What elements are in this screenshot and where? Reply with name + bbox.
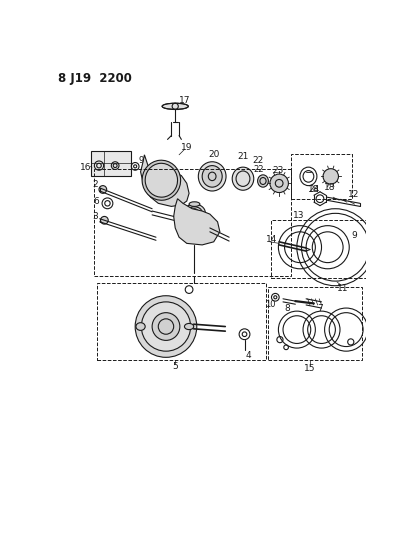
Text: 8: 8 — [284, 304, 290, 313]
Text: 24: 24 — [308, 185, 319, 194]
Text: 13: 13 — [293, 211, 304, 220]
Text: 22: 22 — [253, 165, 264, 174]
Circle shape — [135, 296, 197, 357]
Circle shape — [152, 313, 180, 341]
Bar — [271, 220, 368, 278]
Text: 2: 2 — [92, 180, 98, 189]
Ellipse shape — [142, 160, 181, 200]
Text: 7: 7 — [317, 304, 323, 313]
Ellipse shape — [184, 204, 205, 221]
Ellipse shape — [198, 161, 226, 191]
Text: 6: 6 — [93, 197, 99, 206]
Text: 17: 17 — [179, 95, 190, 104]
Circle shape — [270, 174, 288, 192]
Text: 12: 12 — [348, 190, 359, 199]
Circle shape — [100, 216, 108, 224]
Ellipse shape — [162, 103, 188, 109]
Circle shape — [141, 302, 191, 351]
Ellipse shape — [145, 163, 177, 197]
Text: 10: 10 — [265, 301, 275, 310]
Text: 15: 15 — [304, 364, 316, 373]
Text: 18: 18 — [308, 185, 319, 194]
Bar — [291, 154, 353, 199]
Text: 14: 14 — [266, 235, 277, 244]
Ellipse shape — [232, 167, 254, 190]
Ellipse shape — [189, 202, 200, 206]
Ellipse shape — [136, 322, 145, 330]
Bar — [91, 151, 131, 175]
Text: 5: 5 — [172, 362, 178, 371]
Text: 18: 18 — [324, 183, 335, 192]
Circle shape — [99, 185, 106, 193]
Text: 23: 23 — [273, 166, 284, 175]
Polygon shape — [174, 199, 220, 245]
Text: 19: 19 — [181, 143, 193, 151]
Text: 11: 11 — [337, 284, 349, 293]
Ellipse shape — [184, 324, 194, 329]
Text: 9: 9 — [139, 156, 144, 165]
Ellipse shape — [202, 166, 222, 187]
Polygon shape — [141, 155, 189, 206]
Text: 3: 3 — [92, 212, 98, 221]
Text: 16: 16 — [80, 164, 92, 172]
Bar — [97, 284, 266, 360]
Ellipse shape — [257, 175, 268, 187]
Text: 9: 9 — [352, 231, 357, 240]
Bar — [268, 287, 361, 360]
Text: 4: 4 — [246, 351, 251, 360]
Bar — [94, 169, 291, 276]
Text: 21: 21 — [237, 152, 248, 161]
Circle shape — [323, 168, 339, 184]
Text: 20: 20 — [208, 150, 220, 159]
Text: 8 J19  2200: 8 J19 2200 — [58, 71, 132, 85]
Text: 22: 22 — [253, 156, 264, 165]
